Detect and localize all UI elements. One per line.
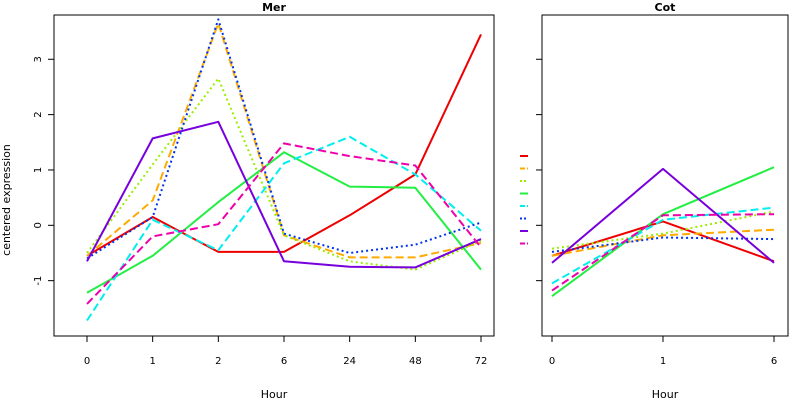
x-tick-label: 2 [215,356,221,367]
series-line-4 [551,206,775,285]
chart-panel-1: Cot 0 1 6 Hour [536,1,789,400]
y-tick-label: 0 [33,222,44,228]
y-axis-label: centered expression [0,144,13,256]
x-tick-label: 6 [281,356,287,367]
chart-title: Cot [655,1,676,14]
x-tick-label: 0 [549,356,555,367]
series-line-0 [86,33,482,257]
series-line-2 [551,210,775,250]
chart-layer: Mer -1 0 1 2 3 0 1 2 6 24 48 72 Hour Cot 0 1 6 Hour [33,1,789,400]
x-tick-label: 1 [149,356,155,367]
x-axis-label: Hour [652,388,679,400]
series-line-6 [551,167,775,264]
series-line-6 [86,120,482,269]
x-tick-label: 1 [660,356,666,367]
series-line-1 [86,22,482,259]
x-tick-label: 24 [343,356,356,367]
x-tick-label: 6 [771,356,777,367]
chart-panel-0: Mer -1 0 1 2 3 0 1 2 6 24 48 72 Hour [33,1,495,400]
plot-frame [541,14,789,337]
series-line-5 [551,236,775,253]
series-line-4 [86,135,482,322]
plot-frame [53,14,495,337]
x-axis-label: Hour [261,388,288,400]
x-tick-label: 0 [84,356,90,367]
series-line-2 [86,77,482,271]
x-tick-label: 72 [475,356,488,367]
series-line-3 [86,151,482,294]
x-tick-label: 48 [409,356,422,367]
series-line-7 [86,142,482,305]
y-tick-label: -1 [33,276,44,286]
series-line-0 [551,220,775,263]
series-line-5 [86,18,482,260]
y-tick-label: 3 [33,56,44,62]
chart-title: Mer [262,1,286,14]
series-line-7 [551,213,775,292]
y-tick-label: 2 [33,111,44,117]
series-line-3 [551,166,775,298]
y-tick-label: 1 [33,167,44,173]
